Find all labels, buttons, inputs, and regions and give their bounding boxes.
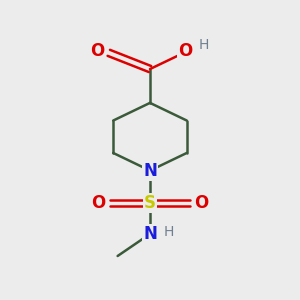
- Text: S: S: [144, 194, 156, 212]
- Text: N: N: [143, 162, 157, 180]
- Text: O: O: [178, 42, 193, 60]
- Text: O: O: [194, 194, 209, 212]
- Text: O: O: [91, 42, 105, 60]
- Text: H: H: [164, 225, 174, 239]
- Text: H: H: [199, 38, 209, 52]
- Text: N: N: [143, 225, 157, 243]
- Text: O: O: [91, 194, 106, 212]
